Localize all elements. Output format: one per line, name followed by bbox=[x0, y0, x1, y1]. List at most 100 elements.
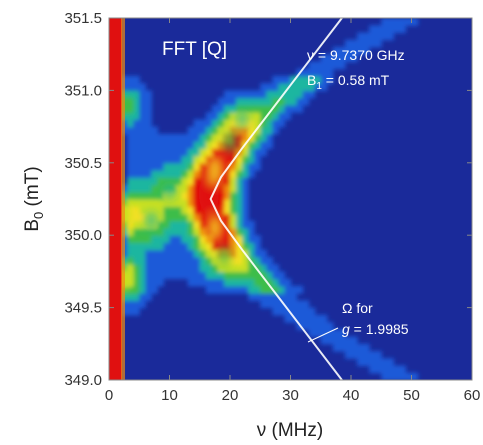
heatmap-cell bbox=[242, 133, 249, 142]
heatmap-cell bbox=[248, 90, 255, 99]
heatmap-cell bbox=[296, 285, 304, 294]
heatmap-cell bbox=[254, 104, 261, 113]
heatmap-cell bbox=[169, 256, 177, 265]
heatmap-cell bbox=[344, 343, 352, 352]
heatmap-cell bbox=[193, 235, 201, 244]
heatmap-cell bbox=[193, 170, 201, 178]
heatmap-cell bbox=[133, 293, 140, 301]
heatmap-cell bbox=[272, 90, 279, 99]
heatmap-cell bbox=[163, 155, 171, 164]
heatmap-cell bbox=[405, 372, 413, 380]
heatmap-cell bbox=[181, 191, 189, 200]
heatmap-cell bbox=[181, 177, 189, 186]
heatmap-cell bbox=[284, 314, 292, 323]
heatmap-cell bbox=[320, 314, 328, 323]
heatmap-cell bbox=[193, 126, 201, 135]
heatmap-cell bbox=[302, 68, 310, 77]
heatmap-cell bbox=[139, 206, 146, 215]
heatmap-cell bbox=[266, 141, 273, 149]
heatmap-cell bbox=[205, 271, 213, 280]
heatmap-cell bbox=[157, 235, 165, 244]
heatmap-cell bbox=[139, 256, 146, 265]
heatmap-cell bbox=[326, 322, 334, 330]
heatmap-cell bbox=[133, 278, 140, 287]
heatmap-cell bbox=[133, 307, 140, 316]
heatmap-cell bbox=[393, 365, 400, 374]
heatmap-cell bbox=[133, 177, 140, 186]
heatmap-cell bbox=[393, 18, 400, 26]
heatmap-cell bbox=[169, 220, 177, 229]
heatmap-cell bbox=[308, 307, 316, 316]
heatmap-cell bbox=[163, 213, 171, 222]
heatmap-cell bbox=[145, 264, 152, 272]
heatmap-cell bbox=[242, 206, 249, 215]
heatmap-cell bbox=[254, 285, 261, 294]
heatmap-cell bbox=[145, 141, 152, 149]
heatmap-cell bbox=[145, 271, 152, 280]
heatmap-cell bbox=[133, 242, 140, 251]
heatmap-cell bbox=[133, 148, 140, 157]
heatmap-cell bbox=[133, 90, 140, 99]
heatmap-cell bbox=[308, 68, 316, 77]
heatmap-cell bbox=[332, 329, 340, 338]
heatmap-cell bbox=[151, 133, 158, 142]
heatmap-cell bbox=[230, 97, 237, 106]
heatmap-cell bbox=[211, 278, 219, 287]
heatmap-cell bbox=[211, 249, 219, 258]
heatmap-cell bbox=[175, 162, 183, 171]
heatmap-cell bbox=[145, 155, 152, 164]
heatmap-cell bbox=[151, 126, 158, 135]
heatmap-cell bbox=[248, 235, 255, 244]
heatmap-cell bbox=[242, 271, 249, 280]
heatmap-cell bbox=[326, 329, 334, 338]
heatmap-cell bbox=[363, 351, 370, 359]
x-tick-label: 20 bbox=[222, 387, 239, 404]
x-axis-ticks: 0 10 20 30 40 50 60 bbox=[105, 18, 480, 404]
heatmap-cell bbox=[260, 249, 267, 258]
heatmap-cell bbox=[157, 227, 165, 236]
heatmap-cell bbox=[242, 199, 249, 207]
chart-title: FFT [Q] bbox=[162, 39, 227, 60]
heatmap-cell bbox=[133, 75, 140, 84]
heatmap-cell bbox=[260, 90, 267, 99]
heatmap-cell bbox=[157, 213, 165, 222]
heatmap-cell bbox=[199, 162, 207, 171]
heatmap-cell bbox=[302, 75, 310, 84]
heatmap-cell bbox=[248, 170, 255, 178]
heatmap-cell bbox=[230, 278, 237, 287]
heatmap-cell bbox=[223, 199, 231, 207]
heatmap-cell bbox=[338, 54, 346, 63]
heatmap-cell bbox=[369, 358, 376, 367]
heatmap-cell bbox=[375, 358, 382, 367]
heatmap-cell bbox=[223, 119, 231, 128]
heatmap-cell bbox=[242, 97, 249, 106]
heatmap-cell bbox=[236, 227, 243, 236]
heatmap-cell bbox=[145, 170, 152, 178]
heatmap-cell bbox=[175, 235, 183, 244]
heatmap-cell bbox=[260, 300, 267, 309]
heatmap-cell bbox=[290, 307, 298, 316]
heatmap-hotspot bbox=[223, 130, 237, 153]
heatmap-cell bbox=[217, 206, 225, 215]
heatmap-cell bbox=[236, 213, 243, 222]
heatmap-cell bbox=[296, 97, 304, 106]
heatmap-cell bbox=[393, 372, 400, 380]
heatmap-cell bbox=[187, 249, 195, 258]
heatmap-cell bbox=[266, 300, 273, 309]
heatmap-cell bbox=[248, 285, 255, 294]
heatmap-cell bbox=[242, 162, 249, 171]
heatmap-cell bbox=[145, 285, 152, 294]
heatmap-cell bbox=[375, 351, 382, 359]
heatmap-cell bbox=[133, 141, 140, 149]
heatmap-cell bbox=[163, 206, 171, 215]
heatmap-cell bbox=[266, 126, 273, 135]
b1-annotation: B1 = 0.58 mT bbox=[307, 72, 390, 92]
heatmap-cell bbox=[284, 285, 292, 294]
heatmap-cell bbox=[157, 206, 165, 215]
heatmap-cell bbox=[260, 293, 267, 301]
heatmap-cell bbox=[127, 242, 134, 251]
heatmap-cell bbox=[236, 206, 243, 215]
heatmap-cell bbox=[248, 162, 255, 171]
heatmap-cell bbox=[133, 256, 140, 265]
heatmap-cell bbox=[314, 329, 322, 338]
